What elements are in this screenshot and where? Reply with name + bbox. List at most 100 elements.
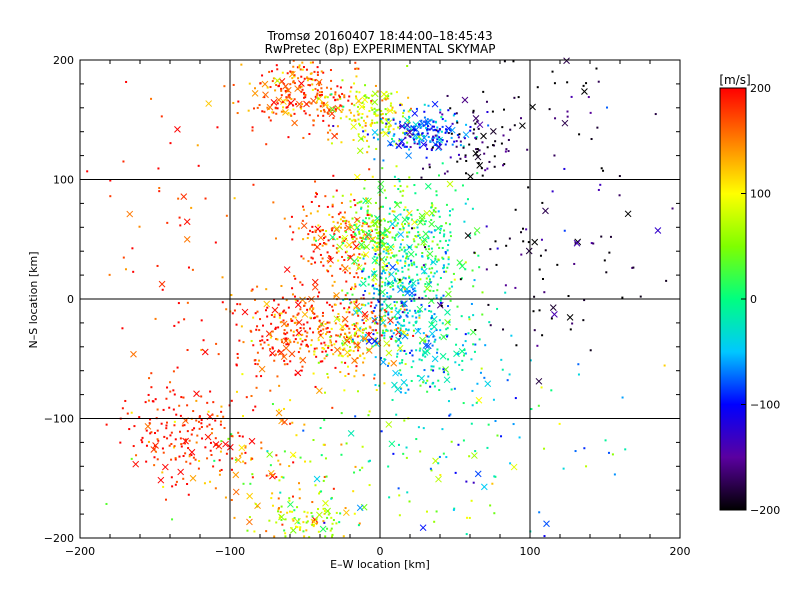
data-point [399, 327, 402, 330]
data-point [326, 331, 329, 334]
data-point [301, 68, 304, 71]
data-point [216, 414, 219, 417]
data-point [406, 128, 409, 131]
data-point [326, 326, 329, 329]
data-point [108, 273, 111, 276]
data-point-cross [343, 337, 351, 345]
data-point [486, 146, 489, 149]
data-point [457, 153, 460, 156]
data-point [360, 116, 363, 119]
data-point [435, 297, 438, 300]
data-point [375, 221, 378, 224]
data-point [400, 289, 403, 292]
data-point [308, 536, 311, 539]
data-point [249, 458, 252, 461]
data-point [426, 379, 429, 382]
data-point [309, 460, 312, 463]
data-point [406, 290, 409, 293]
data-point [430, 310, 433, 313]
data-point [448, 223, 451, 226]
data-point [444, 252, 447, 255]
data-point [363, 222, 366, 225]
data-point [387, 282, 390, 285]
data-point [368, 217, 371, 220]
data-point [299, 106, 302, 109]
data-point [402, 320, 405, 323]
data-point [303, 91, 306, 94]
data-point [508, 237, 511, 240]
data-point [453, 278, 456, 281]
data-point-cross [269, 349, 276, 357]
data-point [592, 242, 595, 245]
data-point [435, 294, 438, 297]
data-point [343, 94, 346, 97]
data-point [183, 424, 186, 427]
data-point [361, 331, 364, 334]
data-point [403, 246, 406, 249]
data-point [470, 499, 473, 502]
data-point [141, 436, 144, 439]
data-point-cross [419, 336, 426, 344]
data-point [302, 96, 305, 99]
data-point [470, 302, 473, 305]
data-point [403, 288, 406, 291]
data-point [422, 135, 425, 138]
data-point [427, 237, 430, 240]
data-point [280, 505, 283, 508]
data-point [309, 308, 312, 311]
data-point [455, 140, 458, 143]
data-point [388, 212, 391, 215]
data-point [280, 338, 283, 341]
data-point [423, 272, 426, 275]
data-point [392, 128, 395, 131]
data-point [356, 390, 359, 393]
data-point [383, 358, 386, 361]
data-point [353, 328, 356, 331]
data-point [362, 257, 365, 260]
data-point [130, 411, 133, 414]
data-point [282, 476, 285, 479]
data-point [179, 437, 182, 440]
data-point [383, 334, 386, 337]
data-point [311, 515, 314, 518]
data-point [382, 294, 385, 297]
data-point [405, 257, 408, 260]
data-point-cross [472, 115, 480, 122]
data-point [373, 377, 376, 380]
data-point [403, 308, 406, 311]
data-point [329, 339, 332, 342]
data-point [373, 322, 376, 325]
data-point [300, 90, 303, 93]
data-point [415, 137, 418, 140]
data-point [447, 305, 450, 308]
data-point-cross [282, 82, 289, 90]
data-point [363, 136, 366, 139]
data-point [362, 328, 365, 331]
data-point [230, 399, 233, 402]
data-point [288, 497, 291, 500]
data-point [401, 225, 404, 228]
data-point-cross [474, 153, 482, 161]
data-point [436, 348, 439, 351]
data-point [402, 143, 405, 146]
data-point-cross [174, 126, 181, 133]
colorbar-tick-label: 200 [750, 82, 771, 95]
data-point [131, 247, 134, 250]
data-point [455, 343, 458, 346]
data-point [398, 139, 401, 142]
data-point [421, 354, 424, 357]
data-point [470, 358, 473, 361]
data-point [169, 142, 172, 145]
data-point [284, 532, 287, 535]
data-point [281, 296, 284, 299]
data-point [314, 195, 317, 198]
data-point [468, 143, 471, 146]
data-point [374, 262, 377, 265]
data-point [474, 450, 477, 453]
data-point-cross [385, 303, 392, 310]
data-point [373, 292, 376, 295]
data-point [317, 97, 320, 100]
data-point [439, 301, 442, 304]
data-point [246, 529, 249, 532]
data-point [381, 121, 384, 124]
